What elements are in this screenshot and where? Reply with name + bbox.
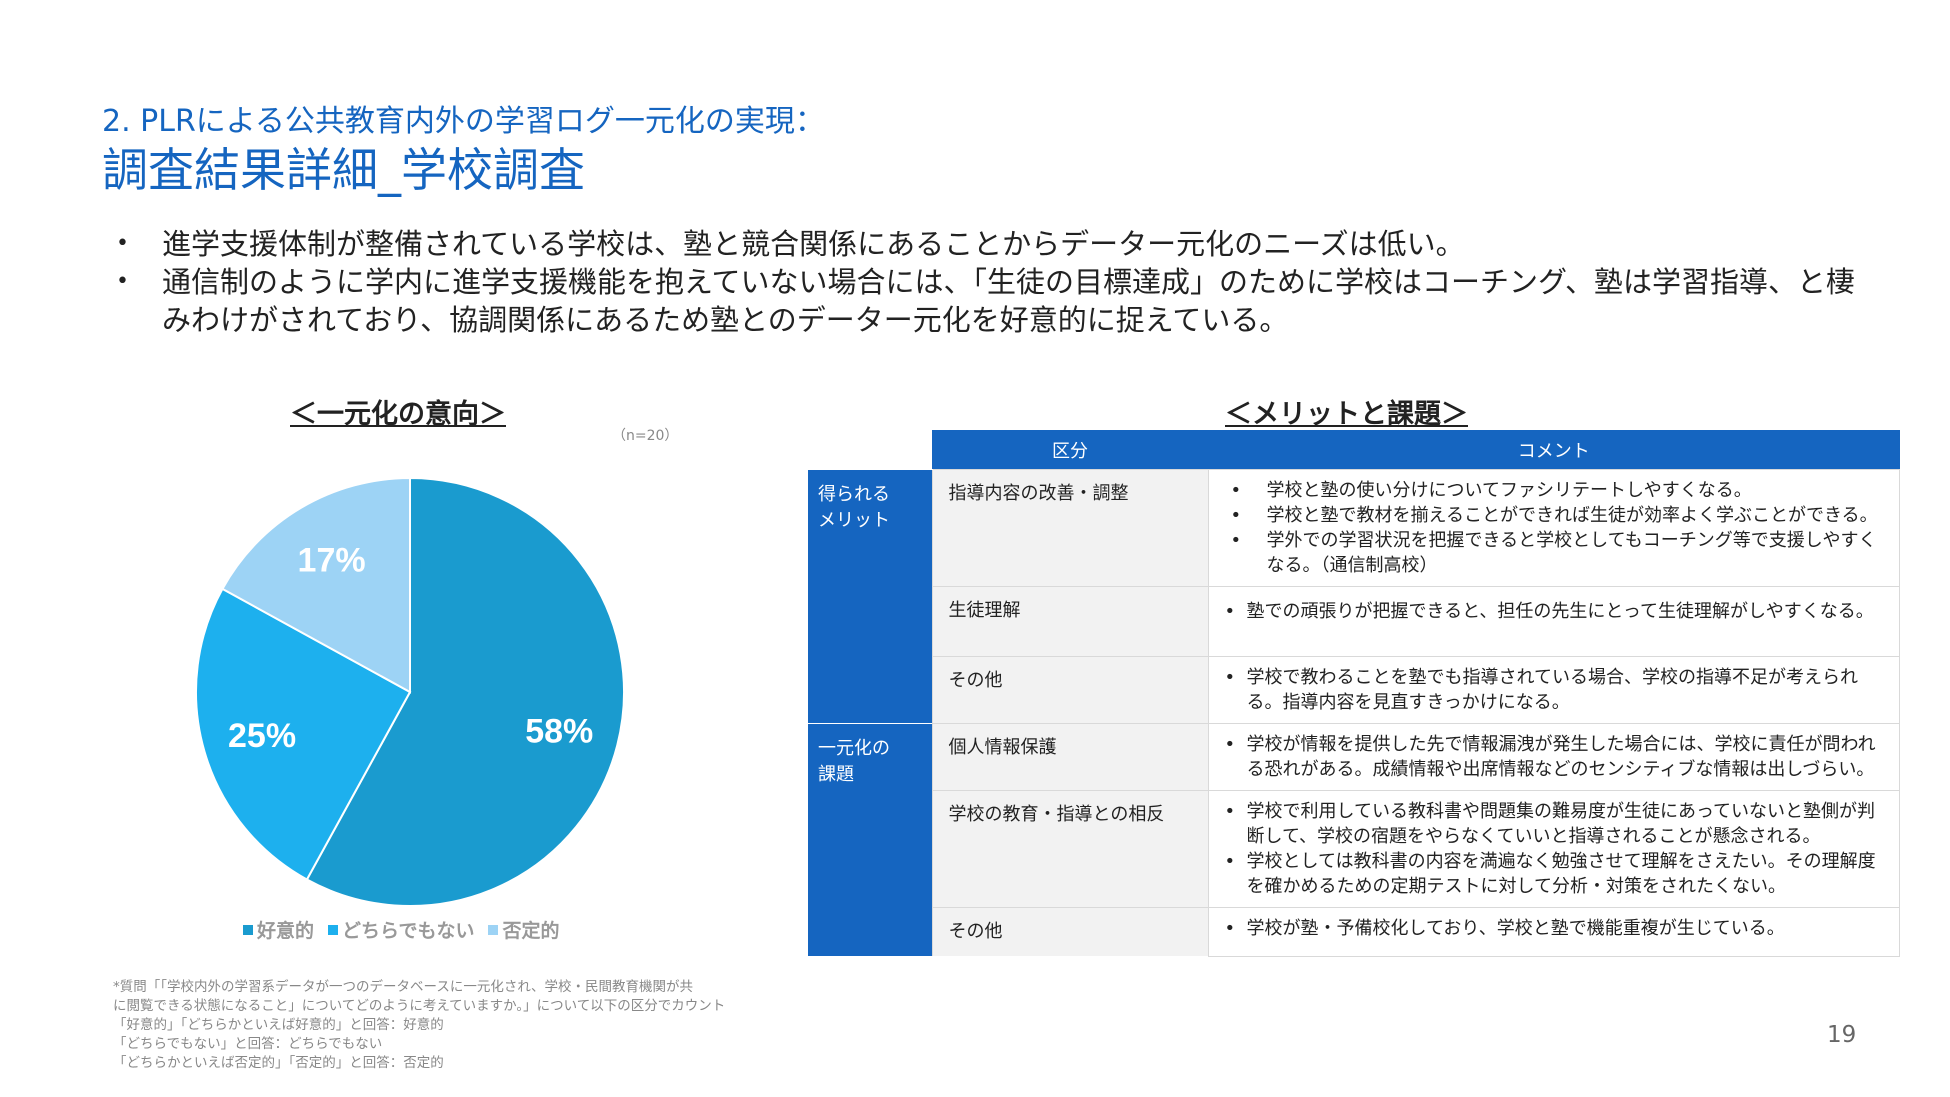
- table-row: 得られるメリット 指導内容の改善・調整 学校と塾の使い分けについてファシリテート…: [808, 469, 1900, 724]
- row-comments: 学校が塾・予備校化しており、学校と塾で機能重複が生じている。: [1207, 907, 1900, 957]
- row-label: その他: [931, 656, 1208, 724]
- row-comments: 塾での頑張りが把握できると、担任の先生にとって生徒理解がしやすくなる。: [1207, 586, 1900, 657]
- category-merit: 得られるメリット: [808, 469, 932, 724]
- legend-item: 好意的: [243, 916, 314, 943]
- legend-item: 否定的: [488, 916, 559, 943]
- row-comments: 学校で教わることを塾でも指導されている場合、学校の指導不足が考えられる。指導内容…: [1207, 656, 1900, 724]
- footnote-line: *質問「「学校内外の学習系データが一つのデータベースに一元化され、学校・民間教育…: [113, 979, 693, 995]
- comment-item: 学校と塾で教材を揃えることができれば生徒が効率よく学ぶことができる。: [1217, 503, 1892, 528]
- row-comments: 学校で利用している教科書や問題集の難易度が生徒にあっていないと塾側が判断して、学…: [1207, 790, 1900, 908]
- pie-data-label-0: 58%: [525, 712, 593, 750]
- pie-legend: 好意的 どちらでもない 否定的: [243, 916, 559, 943]
- intent-pie-chart: 58% 25% 17%: [195, 476, 625, 907]
- legend-swatch: [488, 924, 499, 935]
- category-issue: 一元化の課題: [808, 723, 932, 956]
- footnote-line: 「好意的」「どちらかといえば好意的」と回答：好意的: [113, 1017, 444, 1033]
- footnote-line: に閲覧できる状態になること」についてどのように考えていますか。」について以下の区…: [113, 998, 726, 1014]
- summary-bullet: • 進学支援体制が整備されている学校は、塾と競合関係にあることからデーター元化の…: [116, 227, 1465, 261]
- pie-slice-0: [305, 476, 625, 907]
- comment-item: 学外での学習状況を把握できると学校としてもコーチング等で支援しやすくなる。（通信…: [1217, 528, 1892, 578]
- page-number: 19: [1827, 1022, 1857, 1048]
- pie-slice-2: [221, 476, 411, 694]
- bullet-icon: •: [116, 269, 129, 294]
- legend-item: どちらでもない: [328, 916, 474, 943]
- comment-item: 学校としては教科書の内容を満遍なく勉強させて理解をさえたい。その理解度を確かめる…: [1217, 849, 1892, 899]
- table-row: その他 学校が塾・予備校化しており、学校と塾で機能重複が生じている。: [808, 907, 1900, 957]
- legend-swatch: [328, 924, 339, 935]
- comment-item: 学校で教わることを塾でも指導されている場合、学校の指導不足が考えられる。指導内容…: [1217, 665, 1892, 715]
- table-header-row: 区分 コメント: [808, 430, 1900, 470]
- pie-section-title: ＜一元化の意向＞: [290, 399, 506, 430]
- row-label: 学校の教育・指導との相反: [931, 790, 1208, 908]
- row-comments: 学校が情報を提供した先で情報漏洩が発生した場合には、学校に責任が問われる恐れがあ…: [1207, 723, 1900, 791]
- comment-item: 学校が塾・予備校化しており、学校と塾で機能重複が生じている。: [1217, 916, 1892, 941]
- comment-item: 塾での頑張りが把握できると、担任の先生にとって生徒理解がしやすくなる。: [1217, 599, 1892, 624]
- pie-data-label-2: 17%: [298, 541, 366, 579]
- footnote-line: 「どちらかといえば否定的」「否定的」と回答：否定的: [113, 1055, 444, 1071]
- legend-swatch: [243, 924, 253, 935]
- comment-item: 学校が情報を提供した先で情報漏洩が発生した場合には、学校に責任が問われる恐れがあ…: [1217, 732, 1892, 782]
- row-label: 個人情報保護: [931, 723, 1208, 791]
- pie-data-label-1: 25%: [228, 717, 296, 755]
- summary-bullets: • 進学支援体制が整備されている学校は、塾と競合関係にあることからデーター元化の…: [116, 225, 1856, 339]
- table-section-title: ＜メリットと課題＞: [1225, 399, 1468, 430]
- comment-item: 学校と塾の使い分けについてファシリテートしやすくなる。: [1217, 478, 1892, 503]
- header-category: 区分: [932, 430, 1208, 470]
- pie-slice-1: [195, 587, 412, 881]
- row-label: 指導内容の改善・調整: [931, 469, 1208, 587]
- row-label: 生徒理解: [931, 586, 1208, 657]
- table-row: 生徒理解 塾での頑張りが把握できると、担任の先生にとって生徒理解がしやすくなる。: [808, 586, 1900, 657]
- merit-issue-table: 区分 コメント 得られるメリット 指導内容の改善・調整 学校と塾の使い分けについ…: [808, 430, 1900, 957]
- header-comment: コメント: [1208, 430, 1900, 470]
- table-row: 学校の教育・指導との相反 学校で利用している教科書や問題集の難易度が生徒にあって…: [808, 790, 1900, 908]
- row-comments: 学校と塾の使い分けについてファシリテートしやすくなる。 学校と塾で教材を揃えるこ…: [1207, 469, 1900, 587]
- slide-subtitle: 2. PLRによる公共教育内外の学習ログ一元化の実現：: [102, 104, 825, 139]
- table-row: その他 学校で教わることを塾でも指導されている場合、学校の指導不足が考えられる。…: [808, 656, 1900, 724]
- comment-item: 学校で利用している教科書や問題集の難易度が生徒にあっていないと塾側が判断して、学…: [1217, 799, 1892, 849]
- footnote: *質問「「学校内外の学習系データが一つのデータベースに一元化され、学校・民間教育…: [113, 978, 725, 1073]
- footnote-line: 「どちらでもない」と回答：どちらでもない: [113, 1036, 383, 1052]
- summary-bullet: • 通信制のように学内に進学支援機能を抱えていない場合には、「生徒の目標達成」の…: [116, 265, 1856, 337]
- row-label: その他: [931, 907, 1208, 956]
- table-row: 一元化の課題 個人情報保護 学校が情報を提供した先で情報漏洩が発生した場合には、…: [808, 723, 1900, 956]
- sample-size-note: （n=20）: [612, 428, 679, 444]
- bullet-icon: •: [116, 231, 129, 256]
- slide-title: 調査結果詳細_学校調査: [102, 143, 585, 197]
